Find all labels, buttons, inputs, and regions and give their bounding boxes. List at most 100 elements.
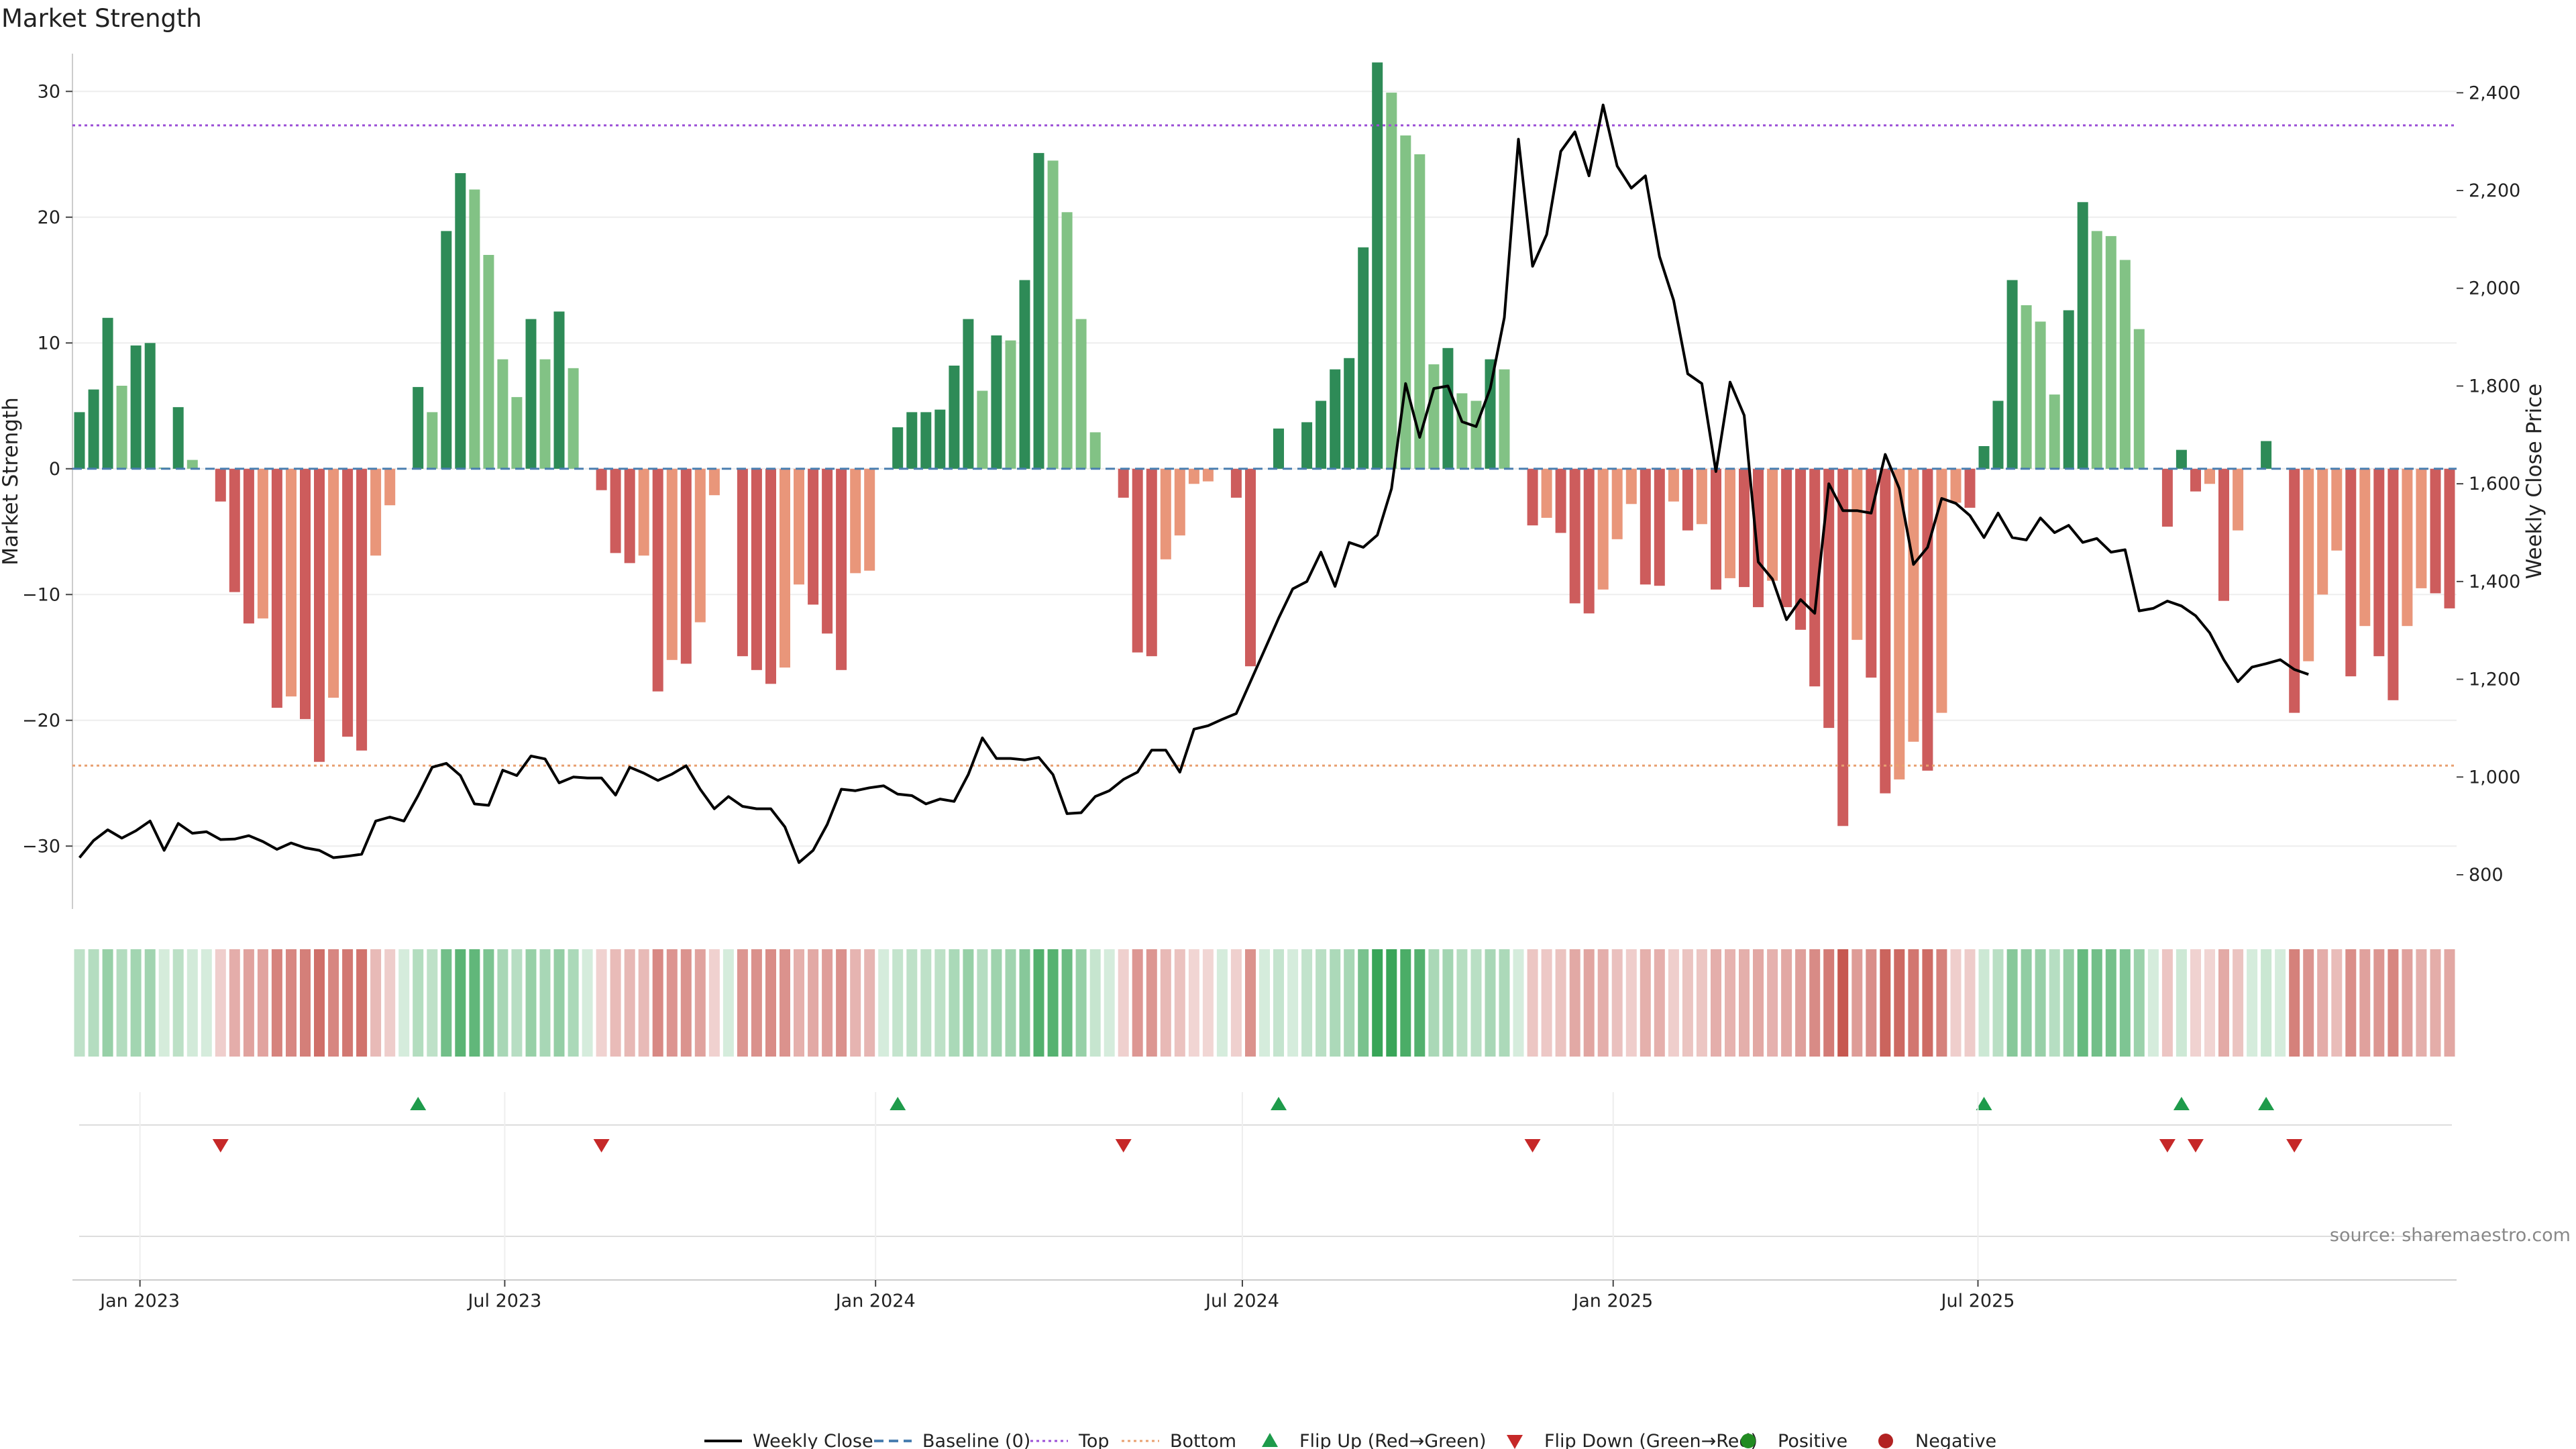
weekly-close-line bbox=[78, 103, 2309, 864]
heat-cell bbox=[1160, 949, 1171, 1057]
heat-cell bbox=[314, 949, 325, 1057]
heat-cell bbox=[1922, 949, 1933, 1057]
heat-cell bbox=[2021, 949, 2032, 1057]
legend-label: Negative bbox=[1915, 1431, 1996, 1449]
heat-cell bbox=[1400, 949, 1411, 1057]
heat-cell bbox=[694, 949, 706, 1057]
strength-bar bbox=[934, 409, 946, 469]
strength-bar bbox=[1809, 468, 1821, 687]
heat-cell bbox=[2190, 949, 2201, 1057]
left-axis-label: Market Strength bbox=[0, 397, 23, 566]
heat-cell bbox=[271, 949, 282, 1057]
heat-cell bbox=[1668, 949, 1679, 1057]
heat-cell bbox=[1132, 949, 1143, 1057]
heat-cell bbox=[130, 949, 142, 1057]
strength-bar bbox=[1640, 468, 1651, 585]
y-tick-label: −30 bbox=[22, 836, 60, 857]
heat-cell bbox=[469, 949, 480, 1057]
heat-cell bbox=[2430, 949, 2441, 1057]
heat-cell bbox=[934, 949, 946, 1057]
heat-cell bbox=[1146, 949, 1157, 1057]
strength-bar bbox=[2006, 280, 2018, 469]
heat-cell bbox=[1075, 949, 1087, 1057]
y2-tick-label: 1,200 bbox=[2469, 669, 2520, 690]
strength-bar bbox=[1470, 400, 1482, 469]
x-tick-label: Jul 2025 bbox=[1940, 1291, 2015, 1311]
strength-bar bbox=[130, 345, 142, 469]
strength-bar bbox=[1047, 160, 1059, 469]
heat-cell bbox=[1485, 949, 1496, 1057]
heat-cell bbox=[1625, 949, 1637, 1057]
strength-bar bbox=[1005, 340, 1016, 469]
y2-tick-label: 1,000 bbox=[2469, 767, 2520, 788]
y2-tick-label: 1,600 bbox=[2469, 474, 2520, 494]
y-tick-label: −10 bbox=[22, 584, 60, 605]
heat-cell bbox=[1823, 949, 1835, 1057]
strength-bar bbox=[2261, 441, 2272, 469]
strength-bar bbox=[2133, 329, 2145, 469]
heat-cell bbox=[186, 949, 198, 1057]
heat-cell bbox=[342, 949, 354, 1057]
heat-cell bbox=[1880, 949, 1891, 1057]
strength-bar bbox=[963, 319, 974, 469]
heat-cell bbox=[2204, 949, 2215, 1057]
strength-bar bbox=[1668, 468, 1679, 502]
heat-cell bbox=[2345, 949, 2357, 1057]
strength-bar bbox=[1358, 247, 1369, 469]
strength-bar bbox=[1625, 468, 1637, 504]
heat-cell bbox=[215, 949, 226, 1057]
heat-cell bbox=[666, 949, 678, 1057]
strength-bar bbox=[1019, 280, 1030, 469]
y-tick-label: −20 bbox=[22, 710, 60, 731]
heat-cell bbox=[300, 949, 311, 1057]
heat-cell bbox=[328, 949, 339, 1057]
heat-cell bbox=[144, 949, 156, 1057]
strength-bar bbox=[568, 368, 579, 469]
date-axis: Jan 2023 Jul 2023 Jan 2024 Jul 2024 Jan 2025… bbox=[72, 1092, 2457, 1311]
heat-cell bbox=[1978, 949, 1990, 1057]
heat-cell bbox=[878, 949, 890, 1057]
legend-item-positive: Positive bbox=[1741, 1431, 1847, 1449]
strength-bar bbox=[469, 189, 480, 469]
strength-bar bbox=[1330, 369, 1341, 469]
heat-cell bbox=[455, 949, 466, 1057]
strength-bar bbox=[2218, 468, 2229, 601]
heat-cell bbox=[794, 949, 804, 1057]
strength-bar bbox=[1908, 468, 1919, 742]
heat-cell bbox=[1386, 949, 1397, 1057]
heat-cell bbox=[1527, 949, 1538, 1057]
strength-bar bbox=[836, 468, 847, 670]
strength-bar bbox=[906, 412, 918, 469]
strength-bar bbox=[243, 468, 254, 624]
strength-bar bbox=[765, 468, 776, 684]
heat-cell bbox=[2289, 949, 2300, 1057]
heat-cell bbox=[1005, 949, 1016, 1057]
heat-cell bbox=[2176, 949, 2187, 1057]
heat-cell bbox=[1330, 949, 1341, 1057]
legend-item-close: Weekly Close bbox=[704, 1431, 873, 1449]
heat-cell bbox=[172, 949, 184, 1057]
strength-bar bbox=[808, 468, 819, 605]
heat-cell bbox=[1047, 949, 1059, 1057]
heat-cell bbox=[2133, 949, 2145, 1057]
heat-cell bbox=[2077, 949, 2088, 1057]
strength-bar bbox=[2119, 260, 2131, 469]
heat-cell bbox=[610, 949, 621, 1057]
heat-cell bbox=[652, 949, 663, 1057]
strength-bar bbox=[624, 468, 635, 564]
flip-signal-panel bbox=[79, 1097, 2452, 1237]
legend-item-flip_down: Flip Down (Green→Red) bbox=[1507, 1431, 1758, 1449]
heat-cell bbox=[1851, 949, 1863, 1057]
strength-bar bbox=[977, 390, 988, 469]
flip-down-marker bbox=[212, 1139, 229, 1152]
strength-bar bbox=[2359, 468, 2371, 627]
heat-cell bbox=[201, 949, 212, 1057]
heat-cell bbox=[1358, 949, 1369, 1057]
strength-bar bbox=[1372, 62, 1383, 469]
strength-bar bbox=[1569, 468, 1580, 604]
strength-bar bbox=[1555, 468, 1566, 533]
y2-tick-label: 1,800 bbox=[2469, 376, 2520, 396]
heat-cell bbox=[1964, 949, 1976, 1057]
heat-cell bbox=[553, 949, 565, 1057]
heat-cell bbox=[1019, 949, 1030, 1057]
